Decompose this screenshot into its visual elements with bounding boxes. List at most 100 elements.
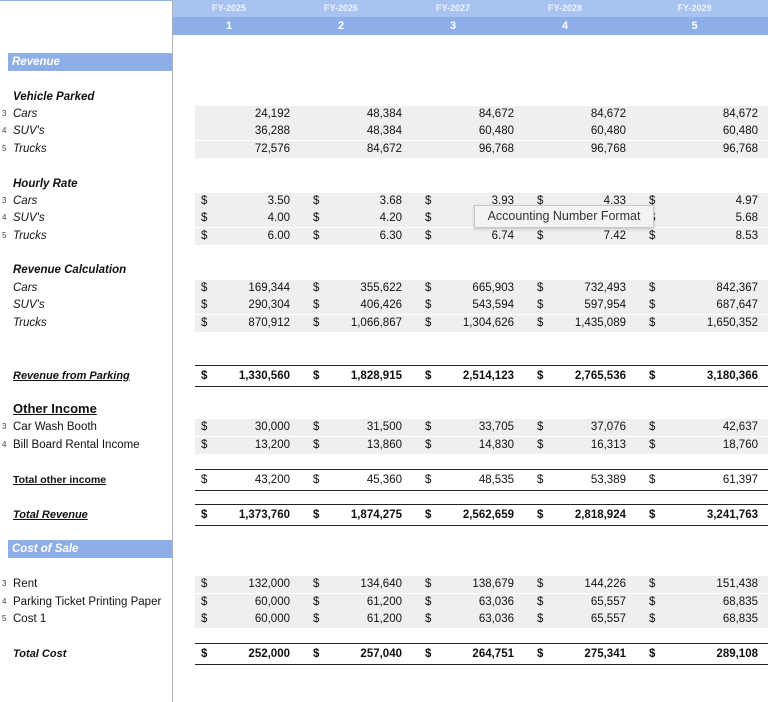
row-index: 3 [2,422,7,431]
cell-value: 61,200 [366,596,402,608]
cell-value: 3,241,763 [706,509,758,521]
currency-symbol: $ [425,299,432,311]
cell-value: 48,535 [478,474,514,486]
cell-value: 31,500 [366,421,402,433]
currency-symbol: $ [313,230,320,242]
cell-value: 169,344 [248,282,290,294]
cell-value: 63,036 [478,596,514,608]
total-border [195,490,768,491]
cell-value: 2,562,659 [462,509,514,521]
cell-value: 6.00 [267,230,290,242]
row-index: 4 [2,597,7,606]
currency-symbol: $ [425,421,432,433]
cell-value: 1,373,760 [238,509,290,521]
cell-value: 13,200 [254,439,290,451]
cell-value: 48,384 [366,125,402,137]
cell-value: 96,768 [478,143,514,155]
cell-value: 16,313 [590,439,626,451]
cell-value: 33,705 [478,421,514,433]
cell-value: 4.20 [379,212,402,224]
row-index: 4 [2,126,7,135]
period-header: 4 [509,17,621,35]
cell-value: 2,818,924 [574,509,626,521]
cell-value: 45,360 [366,474,402,486]
cell-value: 151,438 [716,578,758,590]
currency-symbol: $ [537,317,544,329]
currency-symbol: $ [649,299,656,311]
currency-symbol: $ [537,439,544,451]
currency-symbol: $ [313,474,320,486]
currency-symbol: $ [537,613,544,625]
currency-symbol: $ [313,212,320,224]
cell-value: 84,672 [722,108,758,120]
cell-value: 60,000 [254,613,290,625]
currency-symbol: $ [201,596,208,608]
row-band [195,123,768,140]
currency-symbol: $ [313,299,320,311]
total-border [195,525,768,526]
currency-symbol: $ [537,282,544,294]
row-band [195,437,768,454]
currency-symbol: $ [313,370,320,382]
row-label: Total other income [13,474,107,486]
cell-value: 406,426 [360,299,402,311]
row-index: 5 [2,144,7,153]
currency-symbol: $ [425,370,432,382]
row-index: 4 [2,440,7,449]
cell-value: 60,480 [478,125,514,137]
currency-symbol: $ [425,212,432,224]
currency-symbol: $ [425,578,432,590]
currency-symbol: $ [649,613,656,625]
currency-symbol: $ [425,230,432,242]
period-header: 2 [285,17,397,35]
cell-value: 37,076 [590,421,626,433]
row-label: Car Wash Booth [13,421,97,433]
cell-value: 543,594 [472,299,514,311]
currency-symbol: $ [313,282,320,294]
currency-symbol: $ [201,613,208,625]
total-border [195,469,768,470]
currency-symbol: $ [425,474,432,486]
currency-symbol: $ [649,230,656,242]
row-label: Trucks [13,317,47,329]
group-title: Other Income [13,401,97,416]
currency-symbol: $ [425,317,432,329]
currency-symbol: $ [537,596,544,608]
section-header: Cost of Sale [8,540,172,558]
currency-symbol: $ [201,195,208,207]
cell-value: 3.93 [491,195,514,207]
cell-value: 2,514,123 [462,370,514,382]
cell-value: 275,341 [584,648,626,660]
cell-value: 597,954 [584,299,626,311]
column-divider [172,0,173,702]
currency-symbol: $ [201,578,208,590]
cell-value: 84,672 [478,108,514,120]
currency-symbol: $ [425,613,432,625]
currency-symbol: $ [537,421,544,433]
currency-symbol: $ [537,474,544,486]
year-header: FY-2029 [621,0,768,17]
cell-value: 132,000 [248,578,290,590]
cell-value: 43,200 [254,474,290,486]
cell-value: 60,480 [722,125,758,137]
currency-symbol: $ [537,370,544,382]
cell-value: 96,768 [590,143,626,155]
row-band [195,315,768,332]
row-band [195,611,768,628]
cell-value: 1,650,352 [706,317,758,329]
row-index: 5 [2,231,7,240]
cell-value: 60,480 [590,125,626,137]
cell-value: 1,304,626 [462,317,514,329]
currency-symbol: $ [649,282,656,294]
currency-symbol: $ [201,421,208,433]
cell-value: 138,679 [472,578,514,590]
cell-value: 252,000 [248,648,290,660]
currency-symbol: $ [425,195,432,207]
currency-symbol: $ [537,230,544,242]
row-index: 4 [2,213,7,222]
currency-symbol: $ [201,648,208,660]
row-index: 3 [2,196,7,205]
cell-value: 8.53 [735,230,758,242]
cell-value: 732,493 [584,282,626,294]
